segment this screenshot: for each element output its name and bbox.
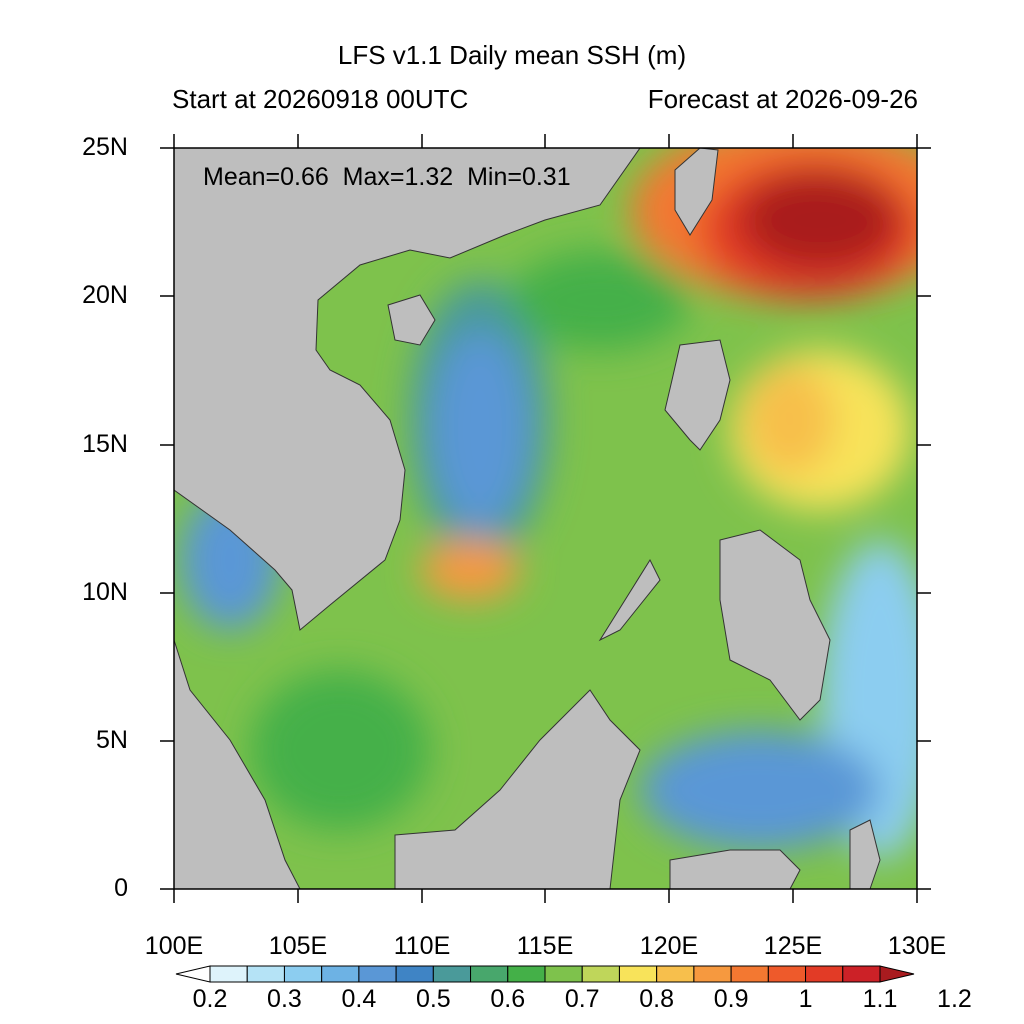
colorbar-box bbox=[507, 965, 546, 983]
colorbar-box bbox=[432, 965, 472, 983]
x-tick-label-100e: 100E bbox=[144, 932, 204, 960]
ssh-north-scs bbox=[510, 250, 690, 350]
stats-annotation: Mean=0.66 Max=1.32 Min=0.31 bbox=[203, 163, 571, 191]
colorbar-box bbox=[246, 965, 285, 983]
colorbar-box bbox=[730, 965, 769, 983]
colorbar-box bbox=[693, 965, 732, 983]
x-tick-label-115e: 115E bbox=[516, 932, 574, 960]
land-palawan bbox=[598, 558, 661, 642]
land-sulawesi bbox=[669, 849, 801, 889]
y-tick-label-10n: 10N bbox=[82, 578, 128, 606]
land-luzon bbox=[664, 339, 731, 451]
colorbar-box bbox=[321, 965, 360, 983]
colorbar-label: 0.9 bbox=[713, 985, 749, 1013]
colorbar-label: 0.6 bbox=[490, 985, 526, 1013]
forecast-time-label: Forecast at 2026-09-26 bbox=[647, 84, 918, 114]
colorbar-label: 0.5 bbox=[415, 985, 451, 1013]
ssh-ridge-core bbox=[745, 365, 835, 475]
colorbar-min-triangle bbox=[175, 965, 211, 983]
y-tick-label-15n: 15N bbox=[82, 430, 128, 458]
colorbar-box bbox=[358, 965, 397, 983]
colorbar-label: 0.2 bbox=[192, 985, 228, 1013]
colorbar-box bbox=[395, 965, 434, 983]
x-tick-label-120e: 120E bbox=[639, 932, 699, 960]
land-malay-peninsula bbox=[174, 639, 301, 889]
land-borneo bbox=[394, 689, 641, 889]
y-tick-label-20n: 20N bbox=[82, 281, 128, 309]
ssh-low-scs-core bbox=[430, 330, 530, 530]
colorbar-label: 0.7 bbox=[564, 985, 600, 1013]
colorbar-box bbox=[618, 965, 658, 983]
map-field bbox=[174, 148, 917, 889]
colorbar-label: 1 bbox=[798, 985, 813, 1013]
x-tick-label-130e: 130E bbox=[887, 932, 947, 960]
map-title: LFS v1.1 Daily mean SSH (m) bbox=[337, 40, 687, 70]
colorbar-max-triangle bbox=[879, 965, 915, 983]
colorbar-box bbox=[767, 965, 807, 983]
y-tick-label-0: 0 bbox=[114, 874, 128, 902]
y-tick-label-5n: 5N bbox=[96, 726, 128, 754]
land-hainan bbox=[387, 294, 436, 346]
land-taiwan bbox=[674, 148, 719, 236]
y-tick-label-25n: 25N bbox=[82, 133, 128, 161]
land-visayas-mindanao bbox=[719, 529, 831, 721]
x-tick-label-125e: 125E bbox=[763, 932, 823, 960]
colorbar-label: 1.2 bbox=[937, 985, 972, 1013]
colorbar-label: 0.4 bbox=[341, 985, 377, 1013]
x-tick-label-110e: 110E bbox=[393, 932, 451, 960]
colorbar-box bbox=[656, 965, 695, 983]
colorbar-label: 1.1 bbox=[862, 985, 898, 1013]
ssh-high-ne-core bbox=[740, 170, 900, 270]
land bbox=[174, 148, 881, 889]
land-mainland-asia bbox=[174, 148, 641, 631]
ssh-high-eddy bbox=[420, 540, 520, 600]
land-halmahera bbox=[849, 819, 881, 889]
colorbar-label: 0.3 bbox=[267, 985, 302, 1013]
ssh-sunda-shelf bbox=[250, 670, 430, 830]
ssh-low-celebes bbox=[640, 730, 880, 850]
colorbar-label: 0.8 bbox=[639, 985, 675, 1013]
colorbar-box bbox=[805, 965, 844, 983]
colorbar-box bbox=[209, 965, 248, 983]
colorbar-box bbox=[581, 965, 620, 983]
colorbar-box bbox=[470, 965, 509, 983]
colorbar-box bbox=[842, 965, 881, 983]
tick-marks bbox=[160, 134, 931, 903]
x-tick-label-105e: 105E bbox=[268, 932, 328, 960]
start-time-label: Start at 20260918 00UTC bbox=[172, 84, 469, 114]
colorbar-box bbox=[544, 965, 583, 983]
colorbar-box bbox=[283, 965, 323, 983]
colorbar bbox=[175, 965, 915, 983]
